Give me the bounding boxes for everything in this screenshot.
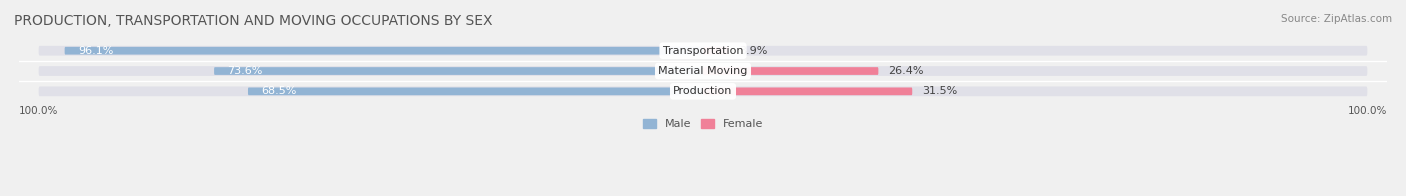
FancyBboxPatch shape [39,86,1367,96]
Text: 68.5%: 68.5% [262,86,297,96]
Text: 3.9%: 3.9% [740,46,768,56]
FancyBboxPatch shape [247,87,703,95]
Text: Source: ZipAtlas.com: Source: ZipAtlas.com [1281,14,1392,24]
Text: 26.4%: 26.4% [889,66,924,76]
Text: 31.5%: 31.5% [922,86,957,96]
FancyBboxPatch shape [39,66,1367,76]
Legend: Male, Female: Male, Female [638,114,768,134]
FancyBboxPatch shape [703,67,879,75]
Text: Production: Production [673,86,733,96]
FancyBboxPatch shape [39,46,1367,56]
Text: Material Moving: Material Moving [658,66,748,76]
Text: 73.6%: 73.6% [228,66,263,76]
Text: PRODUCTION, TRANSPORTATION AND MOVING OCCUPATIONS BY SEX: PRODUCTION, TRANSPORTATION AND MOVING OC… [14,14,492,28]
Text: Transportation: Transportation [662,46,744,56]
FancyBboxPatch shape [65,47,703,54]
FancyBboxPatch shape [703,47,728,54]
Text: 96.1%: 96.1% [77,46,114,56]
FancyBboxPatch shape [214,67,703,75]
FancyBboxPatch shape [703,87,912,95]
